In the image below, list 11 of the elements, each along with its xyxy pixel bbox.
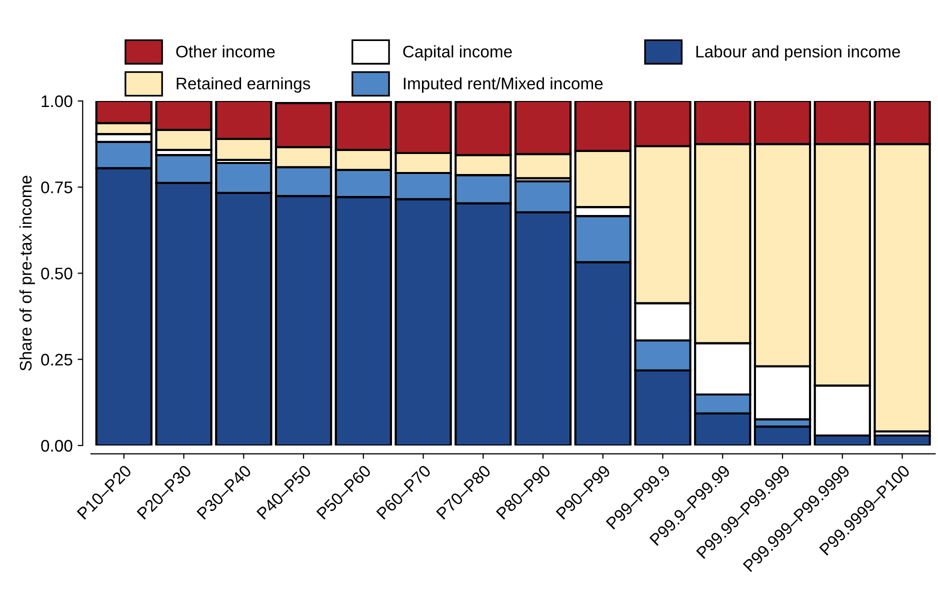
legend-label: Imputed rent/Mixed income: [404, 77, 603, 93]
y-tick-label: 1.00: [42, 95, 72, 108]
legend-label: Other income: [176, 45, 275, 58]
y-axis-title: Share of of pre-tax income: [19, 176, 35, 371]
legend-label: Labour and pension income: [696, 45, 900, 61]
y-tick-label: 0.25: [41, 354, 72, 366]
legend-label: Retained earnings: [176, 77, 310, 93]
y-tick-label: 0.00: [41, 440, 72, 452]
legend-label: Capital income: [403, 45, 512, 61]
y-tick-label: 0.75: [41, 182, 72, 194]
y-tick-label: 0.50: [41, 268, 72, 280]
